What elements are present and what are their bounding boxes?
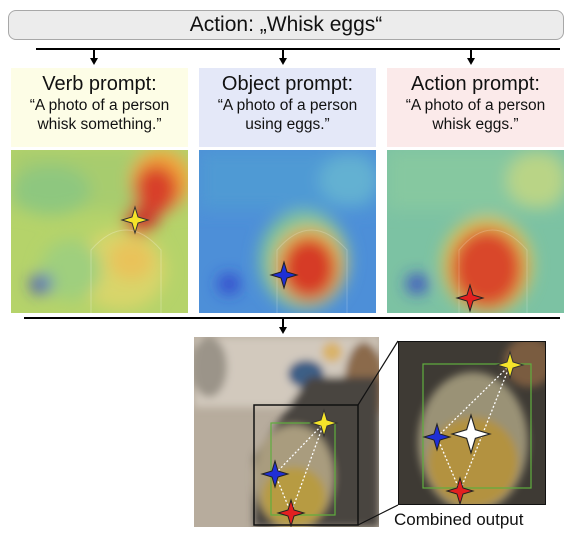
verb-prompt-line2: whisk something.”	[37, 116, 162, 133]
arrow-object-icon	[278, 58, 287, 65]
action-attention-heatmap	[387, 150, 564, 313]
verb-prompt-box: Verb prompt: “A photo of a person whisk …	[11, 68, 188, 147]
arrow-verb-icon	[89, 58, 98, 65]
predicted-bbox	[270, 422, 336, 516]
connector-object	[282, 49, 284, 59]
object-prompt-title: Object prompt:	[221, 73, 354, 95]
action-title: Action: „Whisk eggs“	[189, 13, 383, 36]
connector-action	[470, 49, 472, 59]
branch-line-top	[36, 48, 560, 50]
zoom-region-box	[253, 404, 359, 526]
object-prompt-line2: using eggs.”	[245, 116, 330, 133]
action-title-box: Action: „Whisk eggs“	[8, 10, 564, 40]
action-prompt-line1: “A photo of a person	[405, 97, 546, 114]
verb-prompt-line1: “A photo of a person	[29, 97, 170, 114]
arrow-combined-icon	[278, 327, 287, 334]
connector-combined	[282, 318, 284, 328]
action-prompt-line2: whisk eggs.”	[432, 116, 519, 133]
zoomed-inset-image	[398, 341, 546, 505]
object-prompt-line1: “A photo of a person	[217, 97, 358, 114]
object-attention-heatmap	[199, 150, 376, 313]
action-prompt-box: Action prompt: “A photo of a person whis…	[387, 68, 564, 147]
inset-predicted-bbox	[422, 363, 532, 489]
connector-verb	[93, 49, 95, 59]
merge-line-bottom	[24, 317, 560, 319]
action-prompt-title: Action prompt:	[411, 73, 540, 95]
verb-attention-heatmap	[11, 150, 188, 313]
verb-prompt-title: Verb prompt:	[42, 73, 157, 95]
object-prompt-box: Object prompt: “A photo of a person usin…	[199, 68, 376, 147]
combined-output-image	[194, 337, 379, 527]
combined-output-caption: Combined output	[394, 510, 524, 529]
arrow-action-icon	[466, 58, 475, 65]
